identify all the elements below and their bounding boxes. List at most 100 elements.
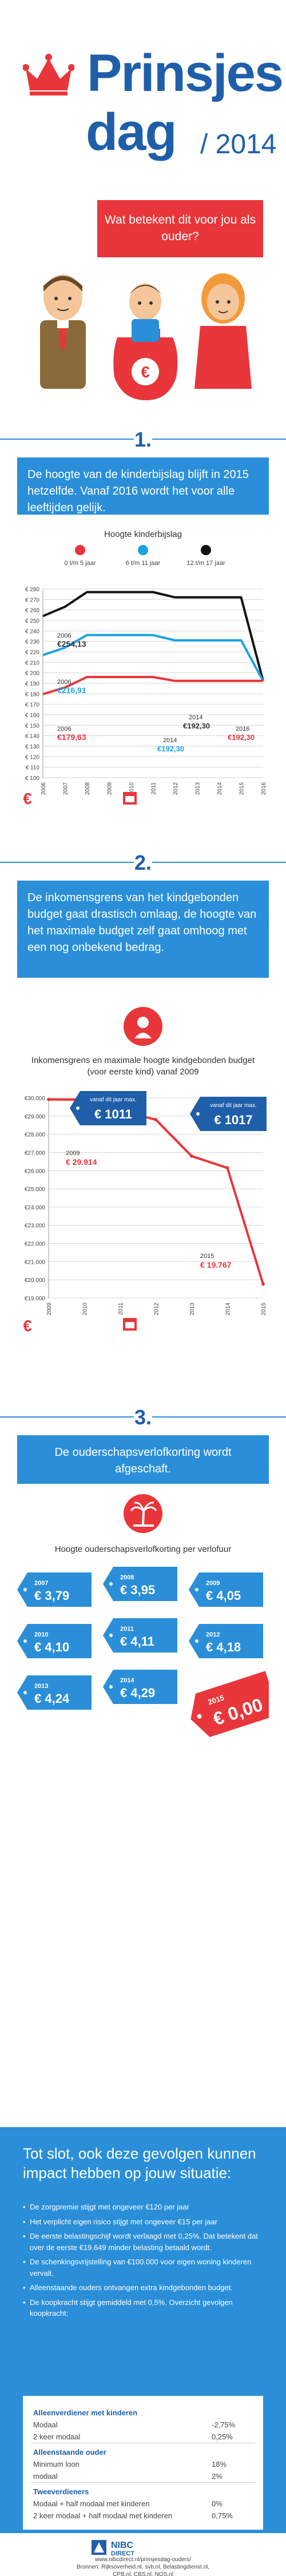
price-tag-1017: vanaf dit jaar max. € 1017 [190, 1097, 267, 1131]
x-tick-label: 2006 [41, 782, 47, 795]
bullet-item: De koopkracht stijgt gemiddeld met 0,5%.… [23, 2297, 263, 2319]
section-number-3: 3. [134, 1406, 152, 1429]
nibc-logo: NIBC DIRECT [92, 2540, 134, 2556]
annot-2014-a-year: 2014 [189, 714, 202, 721]
calendar-icon-1 [123, 792, 137, 805]
price-tag-1011: vanaf dit jaar max. € 1011 [70, 1091, 146, 1125]
y-tick-label: € 120 [25, 754, 39, 761]
tag-value: € 4,24 [34, 1691, 70, 1706]
x-tick-label: 2009 [107, 782, 113, 795]
x-tick-label: 2008 [85, 782, 91, 795]
series-line [42, 634, 264, 682]
x-tick-label: 2010 [129, 782, 135, 795]
section3-text: De ouderschapsverlofkorting wordt afgesc… [17, 1435, 269, 1484]
bullet-item: De eerste belastingschijf wordt verlaagd… [23, 2231, 263, 2253]
brand-name: NIBC [111, 2541, 134, 2550]
brand-sub: DIRECT [111, 2550, 134, 2556]
series-line [42, 676, 263, 695]
annot-2014-b-year: 2014 [163, 737, 177, 744]
legend-label-0: 0 t/m 5 jaar [64, 560, 96, 567]
footer-sources-2: CPB.nl, CBS.nl, NOS.nl [113, 2571, 173, 2576]
family-illustration: € [40, 273, 252, 400]
mother-figure [194, 273, 252, 389]
chart1-title: Hoogte kinderbijslag [104, 529, 182, 539]
summary-section: Tot slot, ook deze gevolgen kunnen impac… [0, 2127, 286, 2533]
verlofkorting-tags: 2007€ 3,79 2008 € 3,95 2009€ 4,05 2010 € 4,10… [17, 1567, 269, 1737]
annot-2014-b-val: €192,30 [157, 744, 184, 753]
y-tick-label: € 260 [25, 608, 39, 614]
tag-value: € 4,18 [206, 1640, 241, 1654]
x-tick-label: 2012 [173, 782, 179, 795]
x-tick-label: 2014 [225, 1303, 232, 1316]
summary-bullets: De zorgpremie stijgt met ongeveer €120 p… [23, 2201, 263, 2323]
x-tick-label: 2016 [261, 782, 267, 795]
annot-2009-val: € 29.914 [66, 1157, 97, 1166]
y-tick-label: €24.000 [25, 1205, 46, 1211]
footer-url[interactable]: www.nibcdirect.nl/prinsjesdag-ouders/ [95, 2557, 191, 2563]
annot-2006-top-year: 2006 [57, 632, 71, 639]
chart3-title: Hoogte ouderschapsverlofkorting per verl… [54, 1544, 232, 1554]
table-row: Modaal -2,75% [33, 2420, 236, 2429]
svg-text:€: € [141, 363, 150, 381]
euro-icon-2: € [23, 1317, 32, 1335]
series-line [42, 591, 264, 682]
legend-dot-red [75, 545, 85, 555]
tag-value: € 4,10 [34, 1640, 69, 1654]
tag-value: € 4,11 [120, 1634, 154, 1649]
father-figure [40, 274, 86, 389]
legend-dot-black [201, 545, 211, 555]
data-point [154, 1118, 158, 1122]
y-tick-label: € 160 [25, 712, 39, 719]
footer-sources-1: Bronnen: Rijksoverheid.nl, svb.nl, Belas… [76, 2564, 210, 2570]
annot-2009-year: 2009 [66, 1150, 80, 1157]
y-tick-label: € 110 [26, 765, 40, 771]
annot-2016-val: €192,30 [228, 733, 255, 742]
annot-2016-year: 2016 [236, 726, 249, 732]
y-tick-label: €21.000 [25, 1259, 46, 1265]
y-tick-label: € 280 [25, 587, 39, 593]
palm-tree-icon [124, 1494, 162, 1533]
annot-2006-mid-year: 2006 [57, 679, 71, 686]
y-tick-label: € 130 [25, 744, 39, 750]
y-tick-label: € 150 [25, 723, 39, 729]
money-bag-icon: € [113, 329, 178, 400]
chart1-legend: 0 t/m 5 jaar 6 t/m 11 jaar 12 t/m 17 jaa… [64, 545, 225, 567]
tag-value: € 3,79 [34, 1588, 69, 1603]
tag-value: € 4,29 [120, 1686, 155, 1700]
y-tick-label: € 190 [25, 681, 39, 687]
annot-2006-low-val: €179,63 [57, 732, 86, 742]
section2-text: De inkomensgrens van het kindgebonden bu… [17, 881, 269, 978]
x-tick-label: 2011 [118, 1303, 124, 1315]
x-tick-label: 2007 [63, 782, 69, 795]
table-group-row: Tweeverdieners [31, 2482, 255, 2498]
y-tick-label: €25.000 [25, 1187, 46, 1193]
y-tick-label: € 270 [25, 597, 39, 603]
section-divider-1 [0, 430, 286, 448]
tag-year: 2014 [120, 1677, 134, 1684]
y-tick-label: € 210 [25, 660, 39, 666]
annot-2006-mid-val: €216,91 [57, 686, 86, 695]
table-row: Minimum loon 18% [33, 2460, 227, 2468]
table-row: 2 keer modaal 0,25% [33, 2432, 233, 2441]
tag1-top: vanaf dit jaar max. [90, 1097, 137, 1103]
data-point [190, 1154, 193, 1158]
x-tick-label: 2009 [46, 1303, 53, 1316]
y-tick-label: € 100 [25, 775, 39, 782]
y-tick-label: €20.000 [25, 1277, 46, 1284]
calendar-icon-2 [123, 1318, 137, 1331]
tag-year: 2010 [34, 1631, 48, 1638]
price-tag: 2013€ 4,24 [17, 1675, 92, 1710]
y-tick-label: € 220 [25, 650, 39, 656]
y-tick-label: € 180 [25, 691, 39, 698]
tag-year: 2009 [206, 1580, 220, 1587]
y-tick-label: €26.000 [25, 1168, 46, 1174]
question-banner: Wat betekent dit voor jou als ouder? [97, 200, 263, 257]
section1-text: De hoogte van de kinderbijslag blijft in… [17, 457, 269, 515]
euro-icon-1: € [20, 790, 35, 807]
y-tick-label: €23.000 [25, 1223, 46, 1229]
crown-icon [23, 54, 74, 95]
tag2-val: € 1017 [214, 1113, 252, 1127]
annot-2015-val: € 19.767 [200, 1260, 232, 1269]
kindgebonden-budget-chart: €19.000 €20.000 €21.000 €22.000 €23.000 €24.0… [23, 1091, 267, 1335]
